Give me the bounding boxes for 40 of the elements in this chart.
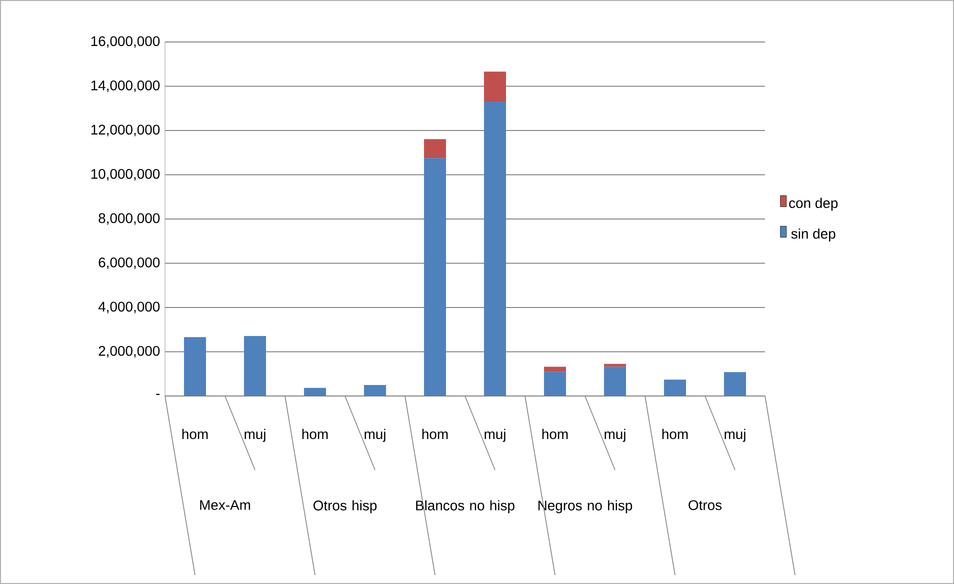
bar: [424, 158, 446, 396]
bar: [724, 372, 746, 396]
x-tick-label: muj: [364, 428, 386, 442]
bar: [604, 366, 626, 396]
y-tick-label: 6,000,000: [98, 257, 160, 270]
y-tick-label: -: [156, 394, 160, 395]
bar: [484, 72, 506, 102]
legend-label: sin dep: [791, 228, 836, 242]
x-tick-label: hom: [662, 428, 688, 440]
x-tick-label: muj: [724, 428, 746, 442]
bar: [604, 364, 626, 367]
x-tick-label: muj: [244, 428, 266, 442]
bar: [244, 336, 266, 396]
x-tick-label: hom: [422, 428, 448, 440]
y-tick-label: 12,000,000: [91, 124, 160, 136]
text: Blancos no hisp: [416, 500, 514, 514]
y-tick-label: 4,000,000: [98, 302, 160, 314]
x-tick-label: muj: [484, 428, 506, 442]
bar: [364, 384, 386, 396]
bar: [304, 388, 326, 396]
text: Otros: [688, 500, 722, 510]
bar: [544, 372, 566, 396]
bar: [544, 366, 566, 372]
y-tick-label: 2,000,000: [98, 346, 160, 358]
y-tick-label: 14,000,000: [91, 80, 160, 92]
text: Mex-Am: [200, 500, 250, 510]
x-tick-label: hom: [302, 428, 328, 440]
y-tick-label: 16,000,000: [91, 36, 160, 48]
bar: [484, 102, 506, 396]
bar: [424, 139, 446, 158]
legend-label: con dep: [789, 198, 838, 211]
bar: [184, 337, 206, 396]
bar: [664, 380, 686, 396]
y-tick-label: 10,000,000: [91, 168, 160, 181]
y-tick-label: 8,000,000: [98, 213, 160, 225]
x-tick-label: hom: [542, 428, 568, 440]
x-tick-label: hom: [182, 428, 208, 440]
x-tick-label: muj: [604, 428, 626, 442]
text: Negros no hisp: [538, 500, 632, 514]
text: Otros hisp: [313, 500, 377, 514]
